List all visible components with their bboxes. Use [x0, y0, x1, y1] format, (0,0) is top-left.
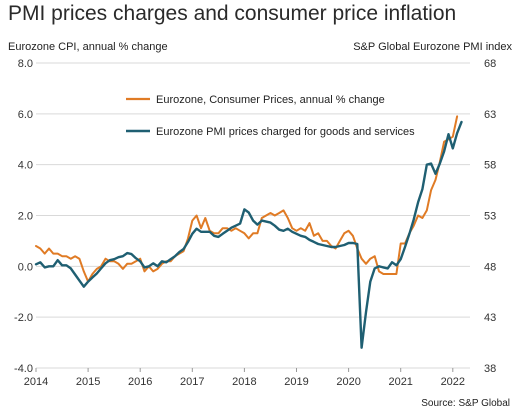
left-tick-label: -4.0	[14, 363, 33, 375]
x-tick-label: 2021	[388, 376, 412, 388]
series-lines	[34, 115, 463, 349]
x-tick-label: 2019	[284, 376, 308, 388]
source-note: Source: S&P Global	[421, 398, 510, 409]
left-tick-label: 2.0	[18, 211, 33, 223]
right-tick-label: 58	[484, 160, 496, 172]
right-axis-title: S&P Global Eurozone PMI index	[353, 41, 512, 53]
left-tick-label: -2.0	[14, 312, 33, 324]
left-tick-label: 4.0	[18, 160, 33, 172]
chart-title: PMI prices charges and consumer price in…	[8, 2, 457, 25]
right-tick-label: 43	[484, 312, 496, 324]
right-tick-label: 38	[484, 363, 496, 375]
right-tick-label: 68	[484, 58, 496, 70]
pmi-line	[34, 120, 463, 349]
left-tick-label: 8.0	[18, 58, 33, 70]
legend-label-cpi: Eurozone, Consumer Prices, annual % chan…	[156, 94, 385, 106]
right-tick-label: 53	[484, 211, 496, 223]
x-tick-label: 2014	[24, 376, 48, 388]
x-tick-label: 2017	[180, 376, 204, 388]
x-tick-label: 2015	[76, 376, 100, 388]
x-tick-label: 2018	[232, 376, 256, 388]
gridlines	[36, 62, 470, 369]
legend: Eurozone, Consumer Prices, annual % chan…	[126, 94, 415, 138]
x-tick-label: 2020	[336, 376, 360, 388]
left-tick-label: 0.0	[18, 261, 33, 273]
right-tick-label: 48	[484, 261, 496, 273]
right-tick-label: 63	[484, 109, 496, 121]
left-tick-label: 6.0	[18, 109, 33, 121]
axis-ticks: -4.0 -2.0 0.0 2.0 4.0 6.0 8.0 38 43 48 53 58 63 68 201…	[14, 58, 496, 388]
legend-label-pmi: Eurozone PMI prices charged for goods an…	[156, 126, 415, 138]
x-tick-label: 2022	[441, 376, 465, 388]
left-axis-title: Eurozone CPI, annual % change	[8, 41, 168, 53]
cpi-line	[35, 115, 459, 283]
x-tick-label: 2016	[128, 376, 152, 388]
